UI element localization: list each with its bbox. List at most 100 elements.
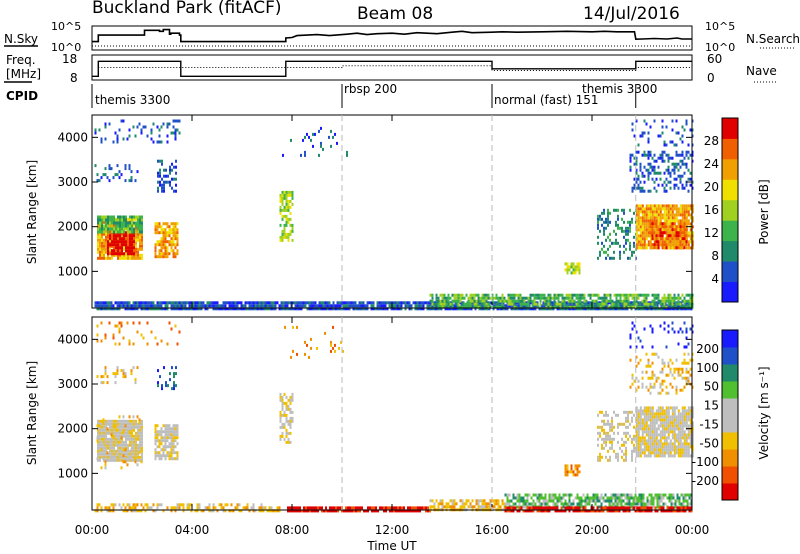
heatmap-cell — [647, 131, 650, 135]
heatmap-cell — [115, 440, 117, 444]
heatmap-cell — [283, 190, 286, 194]
heatmap-cell — [653, 427, 656, 431]
heatmap-cell — [125, 246, 127, 250]
heatmap-cell — [673, 296, 676, 300]
heatmap-cell — [317, 509, 319, 513]
heatmap-cell — [163, 168, 165, 172]
heatmap-cell — [534, 493, 537, 497]
heatmap-cell — [507, 293, 510, 297]
heatmap-cell — [683, 204, 686, 208]
heatmap-cell — [304, 304, 307, 308]
heatmap-cell — [603, 244, 605, 248]
heatmap-cell — [117, 227, 119, 231]
heatmap-cell — [579, 296, 582, 300]
heatmap-cell — [281, 217, 284, 221]
heatmap-cell — [643, 210, 646, 214]
heatmap-cell — [645, 439, 648, 443]
heatmap-cell — [176, 252, 179, 256]
heatmap-cell — [681, 299, 684, 303]
heatmap-cell — [98, 304, 101, 308]
heatmap-cell — [396, 301, 399, 305]
heatmap-cell — [535, 302, 538, 306]
heatmap-cell — [540, 307, 543, 311]
heatmap-cell — [647, 168, 650, 172]
heatmap-cell — [166, 255, 169, 259]
heatmap-cell — [135, 443, 137, 447]
heatmap-cell — [159, 183, 161, 187]
heatmap-cell — [116, 164, 119, 168]
colorbar-tick-label: 24 — [704, 157, 719, 171]
heatmap-cell — [283, 425, 286, 429]
heatmap-cell — [638, 493, 641, 497]
heatmap-cell — [119, 243, 121, 247]
heatmap-cell — [152, 122, 155, 126]
heatmap-cell — [106, 176, 109, 180]
heatmap-cell — [318, 304, 321, 308]
heatmap-cell — [625, 446, 627, 450]
heatmap-cell — [655, 216, 658, 220]
heatmap-cell — [318, 307, 321, 311]
heatmap-cell — [638, 509, 641, 513]
heatmap-cell — [160, 225, 163, 229]
heatmap-cell — [125, 443, 127, 447]
heatmap-cell — [600, 496, 603, 500]
heatmap-cell — [292, 325, 294, 329]
heatmap-cell — [631, 452, 633, 456]
heatmap-cell — [135, 247, 137, 251]
colorbar-tick-label: 8 — [711, 249, 719, 263]
heatmap-cell — [141, 218, 143, 222]
heatmap-cell — [174, 445, 177, 449]
heatmap-cell — [643, 222, 646, 226]
heatmap-cell — [220, 304, 223, 308]
heatmap-cell — [158, 445, 161, 449]
heatmap-cell — [212, 301, 215, 305]
heatmap-cell — [307, 509, 309, 513]
heatmap-cell — [566, 307, 569, 311]
heatmap-cell — [418, 304, 421, 308]
heatmap-cell — [132, 509, 135, 513]
heatmap-cell — [370, 307, 373, 311]
heatmap-cell — [578, 506, 581, 510]
heatmap-cell — [399, 509, 401, 513]
heatmap-cell — [637, 412, 640, 416]
heatmap-cell — [180, 304, 183, 308]
heatmap-cell — [109, 446, 111, 450]
heatmap-cell — [473, 299, 476, 303]
heatmap-cell — [354, 301, 357, 305]
heatmap-cell — [156, 240, 159, 244]
heatmap-cell — [115, 221, 117, 225]
heatmap-cell — [592, 506, 595, 510]
heatmap-cell — [162, 436, 165, 440]
heatmap-cell — [103, 446, 105, 450]
heatmap-cell — [687, 156, 690, 160]
heatmap-cell — [127, 431, 129, 435]
heatmap-cell — [469, 293, 472, 297]
heatmap-cell — [109, 223, 111, 227]
heatmap-cell — [291, 193, 294, 197]
heatmap-cell — [118, 170, 121, 174]
heatmap-cell — [580, 496, 583, 500]
heatmap-cell — [157, 180, 159, 184]
heatmap-cell — [609, 422, 611, 426]
heatmap-cell — [332, 325, 334, 329]
heatmap-cell — [477, 299, 480, 303]
heatmap-cell — [560, 502, 563, 506]
heatmap-cell — [639, 293, 642, 297]
heatmap-cell — [176, 128, 179, 132]
heatmap-cell — [426, 307, 429, 311]
heatmap-cell — [576, 473, 579, 477]
heatmap-cell — [653, 445, 656, 449]
heatmap-cell — [246, 506, 249, 510]
heatmap-cell — [643, 448, 646, 452]
heatmap-cell — [469, 299, 472, 303]
heatmap-cell — [115, 249, 117, 253]
heatmap-cell — [517, 296, 520, 300]
heatmap-cell — [98, 424, 101, 428]
heatmap-cell — [127, 230, 129, 234]
heatmap-cell — [222, 506, 225, 510]
heatmap-cell — [611, 416, 613, 420]
heatmap-cell — [618, 506, 621, 510]
heatmap-cell — [96, 339, 99, 343]
heatmap-cell — [681, 225, 684, 229]
heatmap-cell — [576, 509, 579, 513]
